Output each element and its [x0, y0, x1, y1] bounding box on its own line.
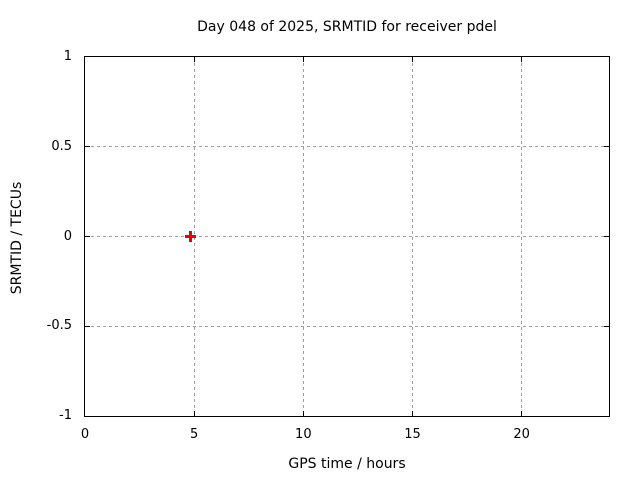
x-tick-mark-top — [193, 57, 195, 62]
x-tick-mark-top — [302, 57, 304, 62]
y-tick-mark-left — [85, 325, 90, 327]
y-gridline — [85, 236, 609, 237]
y-tick-mark-right — [604, 236, 609, 237]
x-axis-label: GPS time / hours — [288, 456, 406, 472]
x-tick-mark-bottom — [302, 411, 304, 416]
x-tick-mark-bottom — [412, 411, 413, 416]
y-tick-label: -0.5 — [46, 318, 72, 334]
x-tick-label: 0 — [80, 427, 90, 442]
x-tick-label: 5 — [190, 427, 199, 442]
data-point-marker — [185, 231, 197, 242]
y-tick-label: 1 — [63, 49, 72, 64]
x-tick-label: 15 — [404, 427, 421, 442]
chart-title: Day 048 of 2025, SRMTID for receiver pde… — [197, 19, 497, 35]
x-tick-label: 10 — [295, 427, 312, 442]
y-tick-mark-left — [85, 236, 90, 237]
y-tick-mark-right — [604, 146, 609, 148]
plot-area — [84, 56, 610, 417]
y-tick-label: -1 — [59, 408, 72, 423]
x-tick-label: 20 — [513, 427, 530, 442]
x-tick-mark-bottom — [521, 411, 523, 416]
y-tick-mark-left — [85, 146, 90, 148]
x-tick-mark-top — [521, 57, 523, 62]
x-tick-mark-bottom — [193, 411, 195, 416]
y-tick-label: 0.5 — [51, 138, 72, 154]
marker-bar-vertical — [189, 231, 193, 242]
y-tick-mark-right — [604, 325, 609, 327]
x-tick-mark-top — [412, 57, 413, 62]
y-gridline — [85, 146, 609, 148]
y-gridline — [85, 325, 609, 327]
y-tick-label: 0 — [63, 228, 72, 244]
